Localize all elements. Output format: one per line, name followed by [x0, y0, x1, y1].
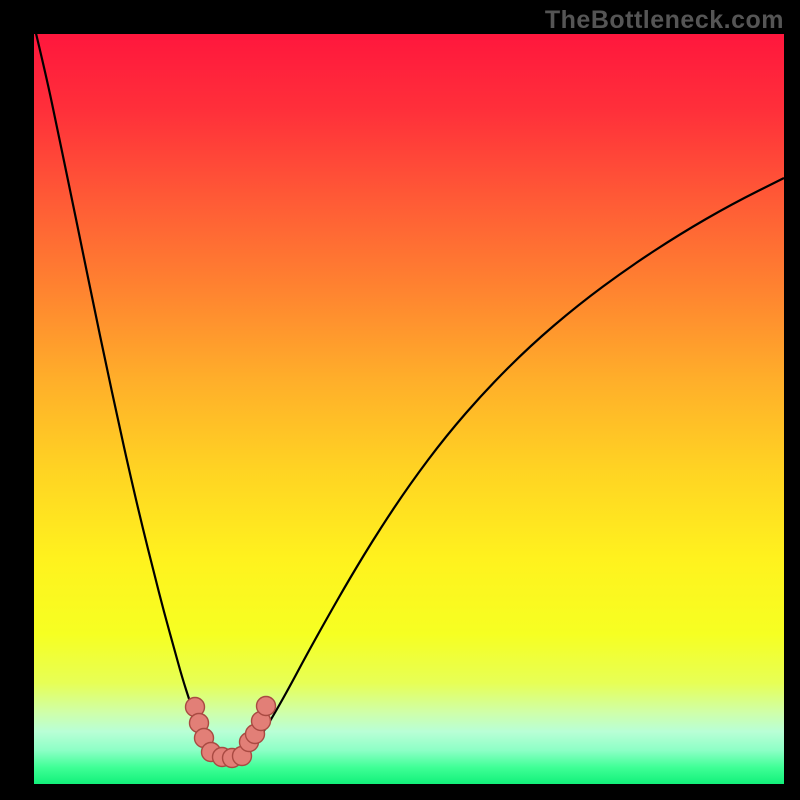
plot-background [34, 34, 784, 784]
marker-right [257, 697, 276, 716]
plot-frame [0, 0, 800, 800]
plot-svg [0, 0, 800, 800]
watermark-text: TheBottleneck.com [545, 6, 784, 35]
